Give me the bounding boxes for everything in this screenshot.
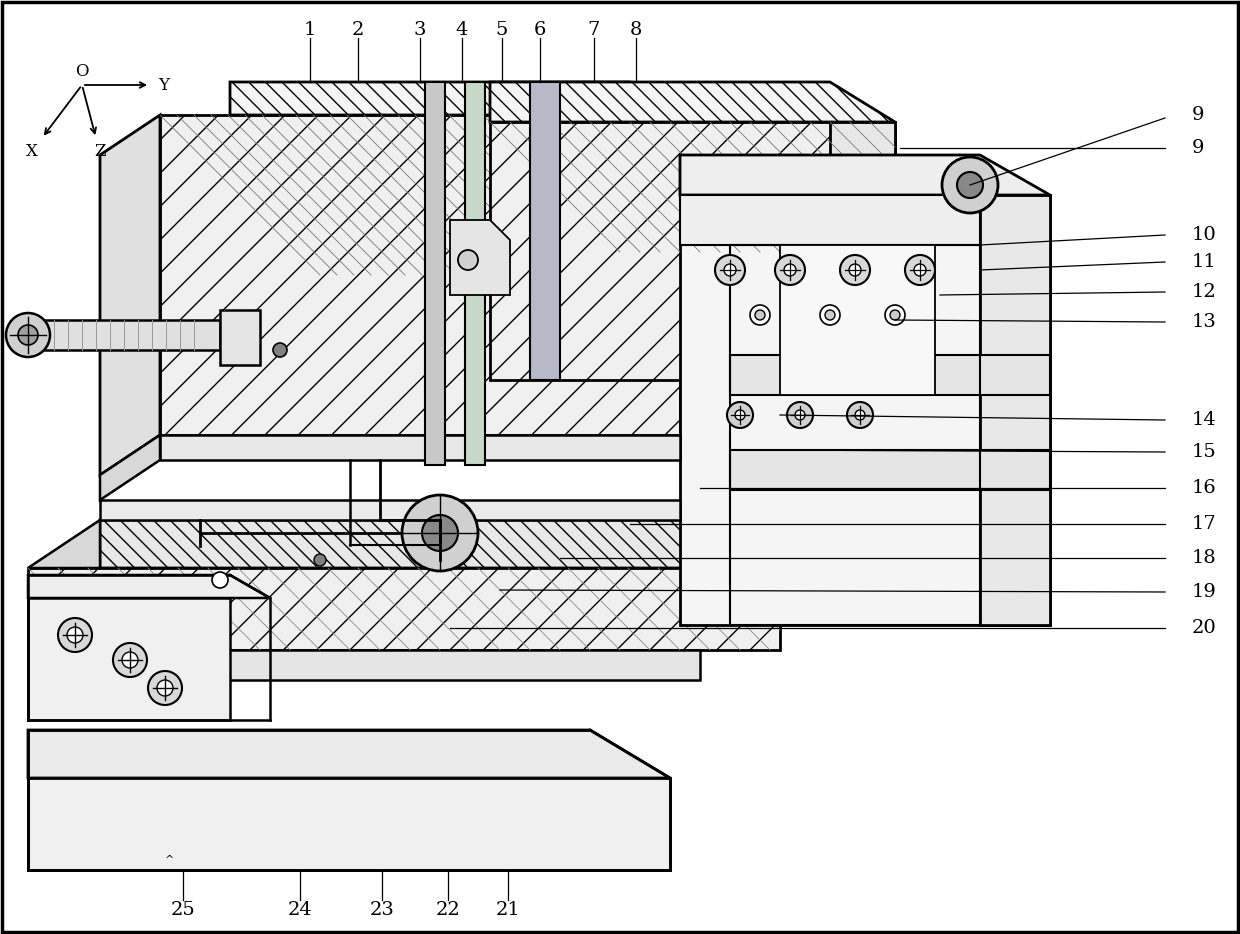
Circle shape: [847, 402, 873, 428]
Polygon shape: [29, 598, 229, 720]
Text: ^: ^: [165, 855, 175, 865]
Polygon shape: [29, 575, 270, 598]
Circle shape: [6, 313, 50, 357]
Text: 9: 9: [1192, 106, 1204, 124]
Text: 22: 22: [435, 901, 460, 919]
Circle shape: [715, 255, 745, 285]
Text: 19: 19: [1192, 583, 1216, 601]
Text: 18: 18: [1192, 549, 1216, 567]
Polygon shape: [29, 778, 670, 870]
Text: 17: 17: [1192, 515, 1216, 533]
Circle shape: [67, 627, 83, 643]
Polygon shape: [529, 82, 560, 380]
Polygon shape: [980, 195, 1050, 625]
Polygon shape: [219, 310, 260, 365]
Circle shape: [122, 652, 138, 668]
Text: Y: Y: [159, 77, 170, 93]
Text: 23: 23: [370, 901, 394, 919]
Polygon shape: [29, 730, 670, 778]
Circle shape: [314, 554, 326, 566]
Polygon shape: [100, 435, 160, 500]
Text: 12: 12: [1192, 283, 1216, 301]
Polygon shape: [450, 220, 510, 295]
Polygon shape: [100, 520, 780, 568]
Circle shape: [273, 343, 286, 357]
Polygon shape: [680, 155, 1050, 195]
Polygon shape: [160, 115, 680, 435]
Circle shape: [19, 325, 38, 345]
Text: 8: 8: [630, 21, 642, 39]
Circle shape: [856, 410, 866, 420]
Circle shape: [727, 402, 753, 428]
Text: 1: 1: [304, 21, 316, 39]
Circle shape: [422, 515, 458, 551]
Text: 11: 11: [1192, 253, 1216, 271]
Polygon shape: [29, 320, 219, 350]
Circle shape: [905, 255, 935, 285]
Polygon shape: [100, 115, 160, 475]
Circle shape: [795, 410, 805, 420]
Text: 16: 16: [1192, 479, 1216, 497]
Circle shape: [787, 402, 813, 428]
Circle shape: [735, 410, 745, 420]
Circle shape: [775, 255, 805, 285]
Circle shape: [458, 250, 477, 270]
Circle shape: [113, 643, 148, 677]
Polygon shape: [425, 82, 445, 465]
Circle shape: [957, 172, 983, 198]
Polygon shape: [680, 195, 980, 245]
Text: 20: 20: [1192, 619, 1216, 637]
Text: 21: 21: [496, 901, 521, 919]
Circle shape: [755, 310, 765, 320]
Text: 2: 2: [352, 21, 365, 39]
Circle shape: [820, 305, 839, 325]
Text: 10: 10: [1192, 226, 1216, 244]
Text: 9: 9: [1192, 139, 1204, 157]
Polygon shape: [465, 82, 485, 465]
Circle shape: [942, 157, 998, 213]
Polygon shape: [680, 195, 1050, 625]
Text: 6: 6: [533, 21, 546, 39]
Text: 3: 3: [414, 21, 427, 39]
Polygon shape: [730, 355, 1050, 395]
Polygon shape: [229, 82, 680, 115]
Polygon shape: [490, 82, 895, 122]
Polygon shape: [830, 122, 895, 380]
Text: 4: 4: [456, 21, 469, 39]
Circle shape: [212, 572, 228, 588]
Circle shape: [825, 310, 835, 320]
Circle shape: [849, 264, 861, 276]
Polygon shape: [29, 650, 701, 680]
Circle shape: [402, 495, 477, 571]
Text: 24: 24: [288, 901, 312, 919]
Polygon shape: [490, 122, 895, 380]
Polygon shape: [100, 500, 680, 520]
Text: 13: 13: [1192, 313, 1216, 331]
Circle shape: [724, 264, 737, 276]
Circle shape: [58, 618, 92, 652]
Circle shape: [750, 305, 770, 325]
Circle shape: [157, 680, 174, 696]
Polygon shape: [730, 450, 1050, 490]
Circle shape: [890, 310, 900, 320]
Text: O: O: [76, 64, 89, 80]
Text: 15: 15: [1192, 443, 1216, 461]
Circle shape: [839, 255, 870, 285]
Circle shape: [148, 671, 182, 705]
Circle shape: [885, 305, 905, 325]
Text: 5: 5: [496, 21, 508, 39]
Polygon shape: [160, 435, 680, 460]
Text: 14: 14: [1192, 411, 1216, 429]
Polygon shape: [29, 520, 100, 568]
Polygon shape: [29, 568, 780, 650]
Circle shape: [784, 264, 796, 276]
Text: 7: 7: [588, 21, 600, 39]
Circle shape: [914, 264, 926, 276]
Text: X: X: [26, 143, 38, 160]
Text: 25: 25: [171, 901, 196, 919]
Polygon shape: [780, 245, 935, 395]
Text: Z: Z: [94, 143, 105, 160]
